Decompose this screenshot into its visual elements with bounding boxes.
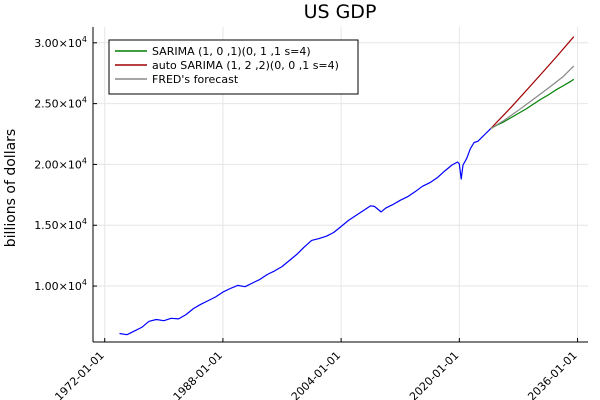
chart-title: US GDP (304, 1, 377, 23)
y-tick-exponent: 4 (82, 35, 87, 44)
x-tick-label: 2004-01-01 (289, 349, 343, 400)
y-tick-mantissa: 1.00×10 (34, 280, 82, 293)
y-axis-label: billions of dollars (3, 129, 19, 247)
legend-label-sarima: SARIMA (1, 0 ,1)(0, 1 ,1 s=4) (152, 45, 311, 58)
y-tick-exponent: 4 (82, 217, 87, 226)
legend-label-fred: FRED's forecast (152, 73, 239, 86)
y-tick-label: 3.00×104 (34, 35, 87, 50)
x-tick-label: 1972-01-01 (52, 349, 106, 400)
series-layer (119, 36, 575, 336)
y-tick-mantissa: 2.00×10 (34, 158, 82, 171)
axes (92, 27, 588, 343)
y-tick-exponent: 4 (82, 278, 87, 287)
x-tick-label: 2036-01-01 (525, 349, 579, 400)
x-tick-label: 2020-01-01 (407, 349, 461, 400)
y-tick-exponent: 4 (82, 156, 87, 165)
y-tick-mantissa: 3.00×10 (34, 37, 82, 50)
y-tick-mantissa: 1.50×10 (34, 219, 82, 232)
legend: SARIMA (1, 0 ,1)(0, 1 ,1 s=4)auto SARIMA… (108, 39, 359, 95)
legend-box (108, 39, 359, 95)
series-line-actual (119, 128, 492, 336)
y-tick-label: 1.50×104 (34, 217, 87, 232)
series-line-auto (490, 36, 575, 130)
y-tick-label: 2.50×104 (34, 96, 87, 111)
y-tick-mantissa: 2.50×10 (34, 98, 82, 111)
legend-label-auto: auto SARIMA (1, 2 ,2)(0, 0 ,1 s=4) (152, 59, 339, 72)
y-tick-label: 2.00×104 (34, 156, 87, 171)
x-tick-label: 1988-01-01 (171, 349, 225, 400)
y-tick-exponent: 4 (82, 96, 87, 105)
y-tick-label: 1.00×104 (34, 278, 87, 293)
series-line-sarima (490, 78, 575, 130)
series-line-fred (490, 65, 575, 130)
